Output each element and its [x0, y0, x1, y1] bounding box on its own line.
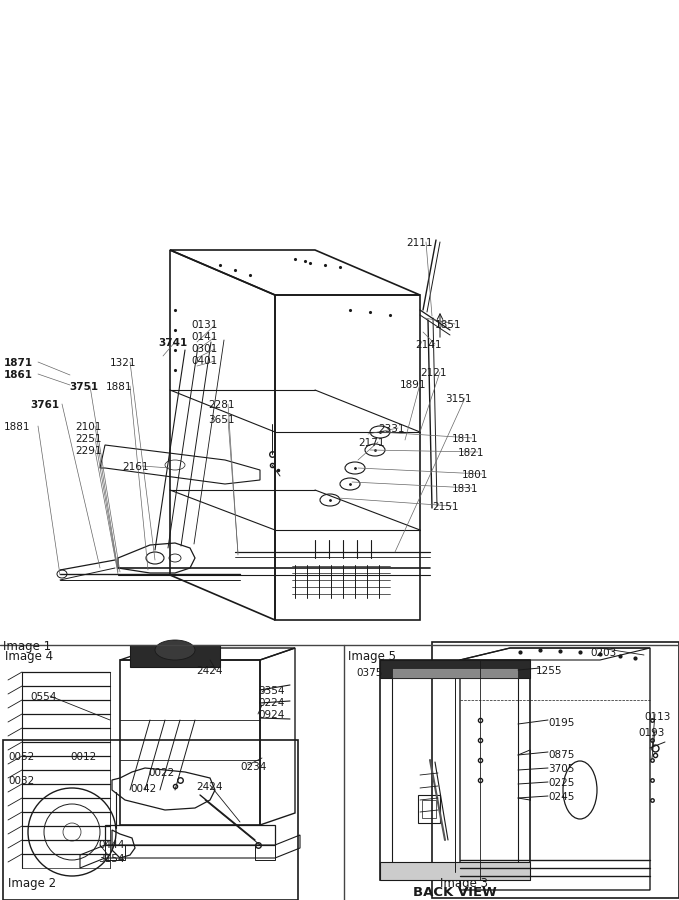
Text: 1871: 1871 [4, 358, 33, 368]
Text: 1881: 1881 [106, 382, 132, 392]
Text: 0032: 0032 [8, 776, 34, 786]
Text: 1821: 1821 [458, 448, 485, 458]
Text: 1811: 1811 [452, 434, 479, 444]
Text: 2281: 2281 [208, 400, 234, 410]
Bar [255, 845, 275, 860]
Text: Image 2: Image 2 [8, 877, 56, 890]
Text: 0042: 0042 [130, 784, 156, 794]
Text: Image 3: Image 3 [440, 877, 488, 890]
Text: 2101: 2101 [75, 422, 101, 432]
Bar [380, 660, 530, 880]
Text: 2331: 2331 [378, 424, 405, 434]
Text: 3151: 3151 [445, 394, 471, 404]
Text: 0924: 0924 [258, 710, 285, 720]
Text: 2291: 2291 [75, 446, 101, 456]
Text: 3761: 3761 [30, 400, 59, 410]
Bar [422, 800, 436, 818]
Text: 1851: 1851 [435, 320, 462, 330]
Text: Image 5: Image 5 [348, 650, 396, 663]
Text: 3741: 3741 [158, 338, 187, 348]
Text: 1321: 1321 [110, 358, 136, 368]
Text: 2251: 2251 [75, 434, 101, 444]
Text: 0131: 0131 [191, 320, 217, 330]
Text: 1831: 1831 [452, 484, 479, 494]
Text: 0012: 0012 [70, 752, 96, 762]
Bar [105, 845, 125, 860]
Text: 1881: 1881 [4, 422, 31, 432]
Text: 0444: 0444 [98, 840, 124, 850]
Text: 2424: 2424 [196, 666, 223, 676]
Text: 0225: 0225 [548, 778, 574, 788]
Bar [105, 825, 275, 845]
Text: 3651: 3651 [208, 415, 234, 425]
Text: 2424: 2424 [196, 782, 223, 792]
Bar [120, 660, 260, 825]
Text: BACK VIEW: BACK VIEW [413, 886, 497, 899]
Text: 1861: 1861 [4, 370, 33, 380]
Bar [432, 642, 679, 898]
Text: 2121: 2121 [420, 368, 447, 378]
Bar [392, 668, 518, 678]
Text: 0113: 0113 [644, 712, 670, 722]
Bar [380, 660, 530, 678]
Text: 3354: 3354 [258, 686, 285, 696]
Text: 0141: 0141 [191, 332, 217, 342]
Text: 0554: 0554 [30, 692, 56, 702]
Text: 0022: 0022 [148, 768, 175, 778]
Text: 0875: 0875 [548, 750, 574, 760]
Bar [392, 668, 518, 872]
Text: 2161: 2161 [122, 462, 149, 472]
Text: 3705: 3705 [548, 764, 574, 774]
Bar [130, 645, 220, 667]
Text: 0401: 0401 [191, 356, 217, 366]
Bar [380, 862, 530, 880]
Text: 0203: 0203 [590, 648, 617, 658]
Text: 2151: 2151 [432, 502, 458, 512]
Text: 2171: 2171 [358, 438, 384, 448]
Text: Image 4: Image 4 [5, 650, 53, 663]
Text: 0052: 0052 [8, 752, 34, 762]
Bar [418, 795, 440, 823]
Text: 0301: 0301 [191, 344, 217, 354]
Text: 0193: 0193 [638, 728, 664, 738]
Text: 0375: 0375 [356, 668, 382, 678]
Text: 2111: 2111 [406, 238, 433, 248]
Text: 3154: 3154 [98, 854, 124, 864]
Text: 0224: 0224 [258, 698, 285, 708]
Ellipse shape [155, 640, 195, 660]
Text: 3751: 3751 [69, 382, 98, 392]
Text: Image 1: Image 1 [3, 640, 51, 653]
Text: 0245: 0245 [548, 792, 574, 802]
Bar [3, 740, 298, 900]
Text: 2141: 2141 [415, 340, 441, 350]
Text: 0195: 0195 [548, 718, 574, 728]
Text: 1255: 1255 [536, 666, 562, 676]
Text: 1801: 1801 [462, 470, 488, 480]
Text: 1891: 1891 [400, 380, 426, 390]
Text: 0234: 0234 [240, 762, 266, 772]
